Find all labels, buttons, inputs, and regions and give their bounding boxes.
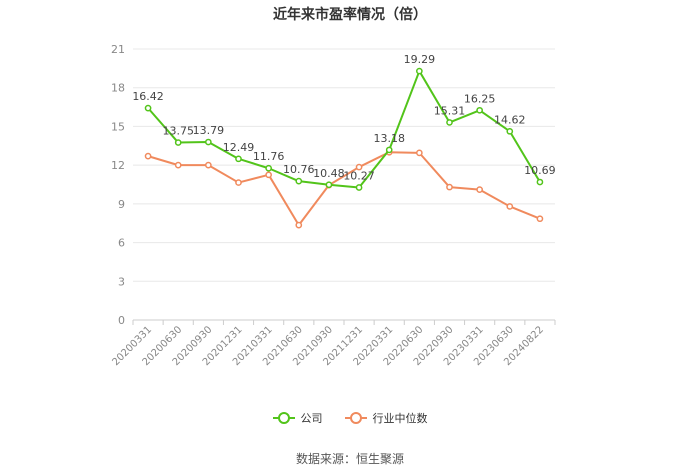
y-tick-label: 0 bbox=[118, 314, 125, 327]
data-point bbox=[295, 221, 303, 229]
legend-swatch-industry-median bbox=[344, 412, 367, 424]
y-tick-label: 12 bbox=[111, 159, 125, 172]
series-line bbox=[147, 70, 541, 189]
data-label: 13.75 bbox=[162, 125, 194, 138]
data-point bbox=[446, 119, 453, 126]
data-label: 19.29 bbox=[404, 53, 436, 66]
data-point bbox=[235, 155, 242, 163]
data-label: 12.49 bbox=[223, 141, 255, 154]
legend-swatch-company bbox=[272, 412, 295, 424]
legend-label-industry-median: 行业中位数 bbox=[372, 412, 428, 425]
data-label: 13.18 bbox=[373, 132, 405, 145]
legend: 公司 行业中位数 bbox=[0, 410, 700, 426]
y-tick-label: 15 bbox=[111, 120, 125, 133]
data-label: 14.62 bbox=[494, 113, 526, 126]
data-point bbox=[295, 177, 303, 185]
legend-item-company[interactable]: 公司 bbox=[272, 410, 323, 426]
legend-label-company: 公司 bbox=[300, 412, 323, 425]
data-point bbox=[144, 104, 152, 112]
data-point bbox=[416, 67, 423, 75]
data-point bbox=[235, 179, 242, 186]
chart-title: 近年来市盈率情况（倍） bbox=[273, 7, 427, 23]
data-point bbox=[205, 161, 212, 169]
data-point bbox=[144, 152, 152, 160]
y-tick-label: 6 bbox=[118, 237, 125, 250]
data-label: 16.25 bbox=[464, 92, 496, 105]
data-label: 10.27 bbox=[343, 169, 375, 182]
data-point bbox=[536, 178, 544, 186]
data-point bbox=[476, 106, 483, 114]
data-point bbox=[385, 146, 393, 154]
y-tick-label: 21 bbox=[111, 43, 125, 56]
data-label: 13.79 bbox=[193, 124, 225, 137]
data-point bbox=[506, 203, 514, 210]
data-point bbox=[536, 215, 544, 223]
data-point bbox=[416, 149, 423, 157]
legend-item-industry-median[interactable]: 行业中位数 bbox=[344, 410, 428, 426]
data-source-note: 数据来源：恒生聚源 bbox=[295, 452, 404, 466]
data-point bbox=[355, 184, 363, 191]
data-point bbox=[174, 161, 182, 169]
series-line bbox=[147, 151, 541, 227]
data-label: 11.76 bbox=[253, 150, 285, 163]
data-point bbox=[506, 127, 514, 135]
data-point bbox=[265, 171, 272, 179]
data-point bbox=[355, 163, 363, 171]
data-label: 10.48 bbox=[313, 167, 345, 180]
data-point bbox=[476, 186, 483, 194]
data-label: 10.69 bbox=[524, 164, 556, 177]
data-label: 16.42 bbox=[132, 90, 164, 103]
data-point bbox=[325, 181, 333, 189]
data-label: 15.31 bbox=[434, 104, 466, 117]
data-point bbox=[205, 138, 212, 146]
y-tick-label: 9 bbox=[118, 198, 125, 211]
y-tick-label: 18 bbox=[111, 82, 125, 95]
data-point bbox=[446, 183, 453, 191]
y-tick-label: 3 bbox=[118, 275, 125, 288]
data-point bbox=[174, 139, 182, 146]
data-point bbox=[265, 164, 272, 172]
data-label: 10.76 bbox=[283, 163, 315, 176]
